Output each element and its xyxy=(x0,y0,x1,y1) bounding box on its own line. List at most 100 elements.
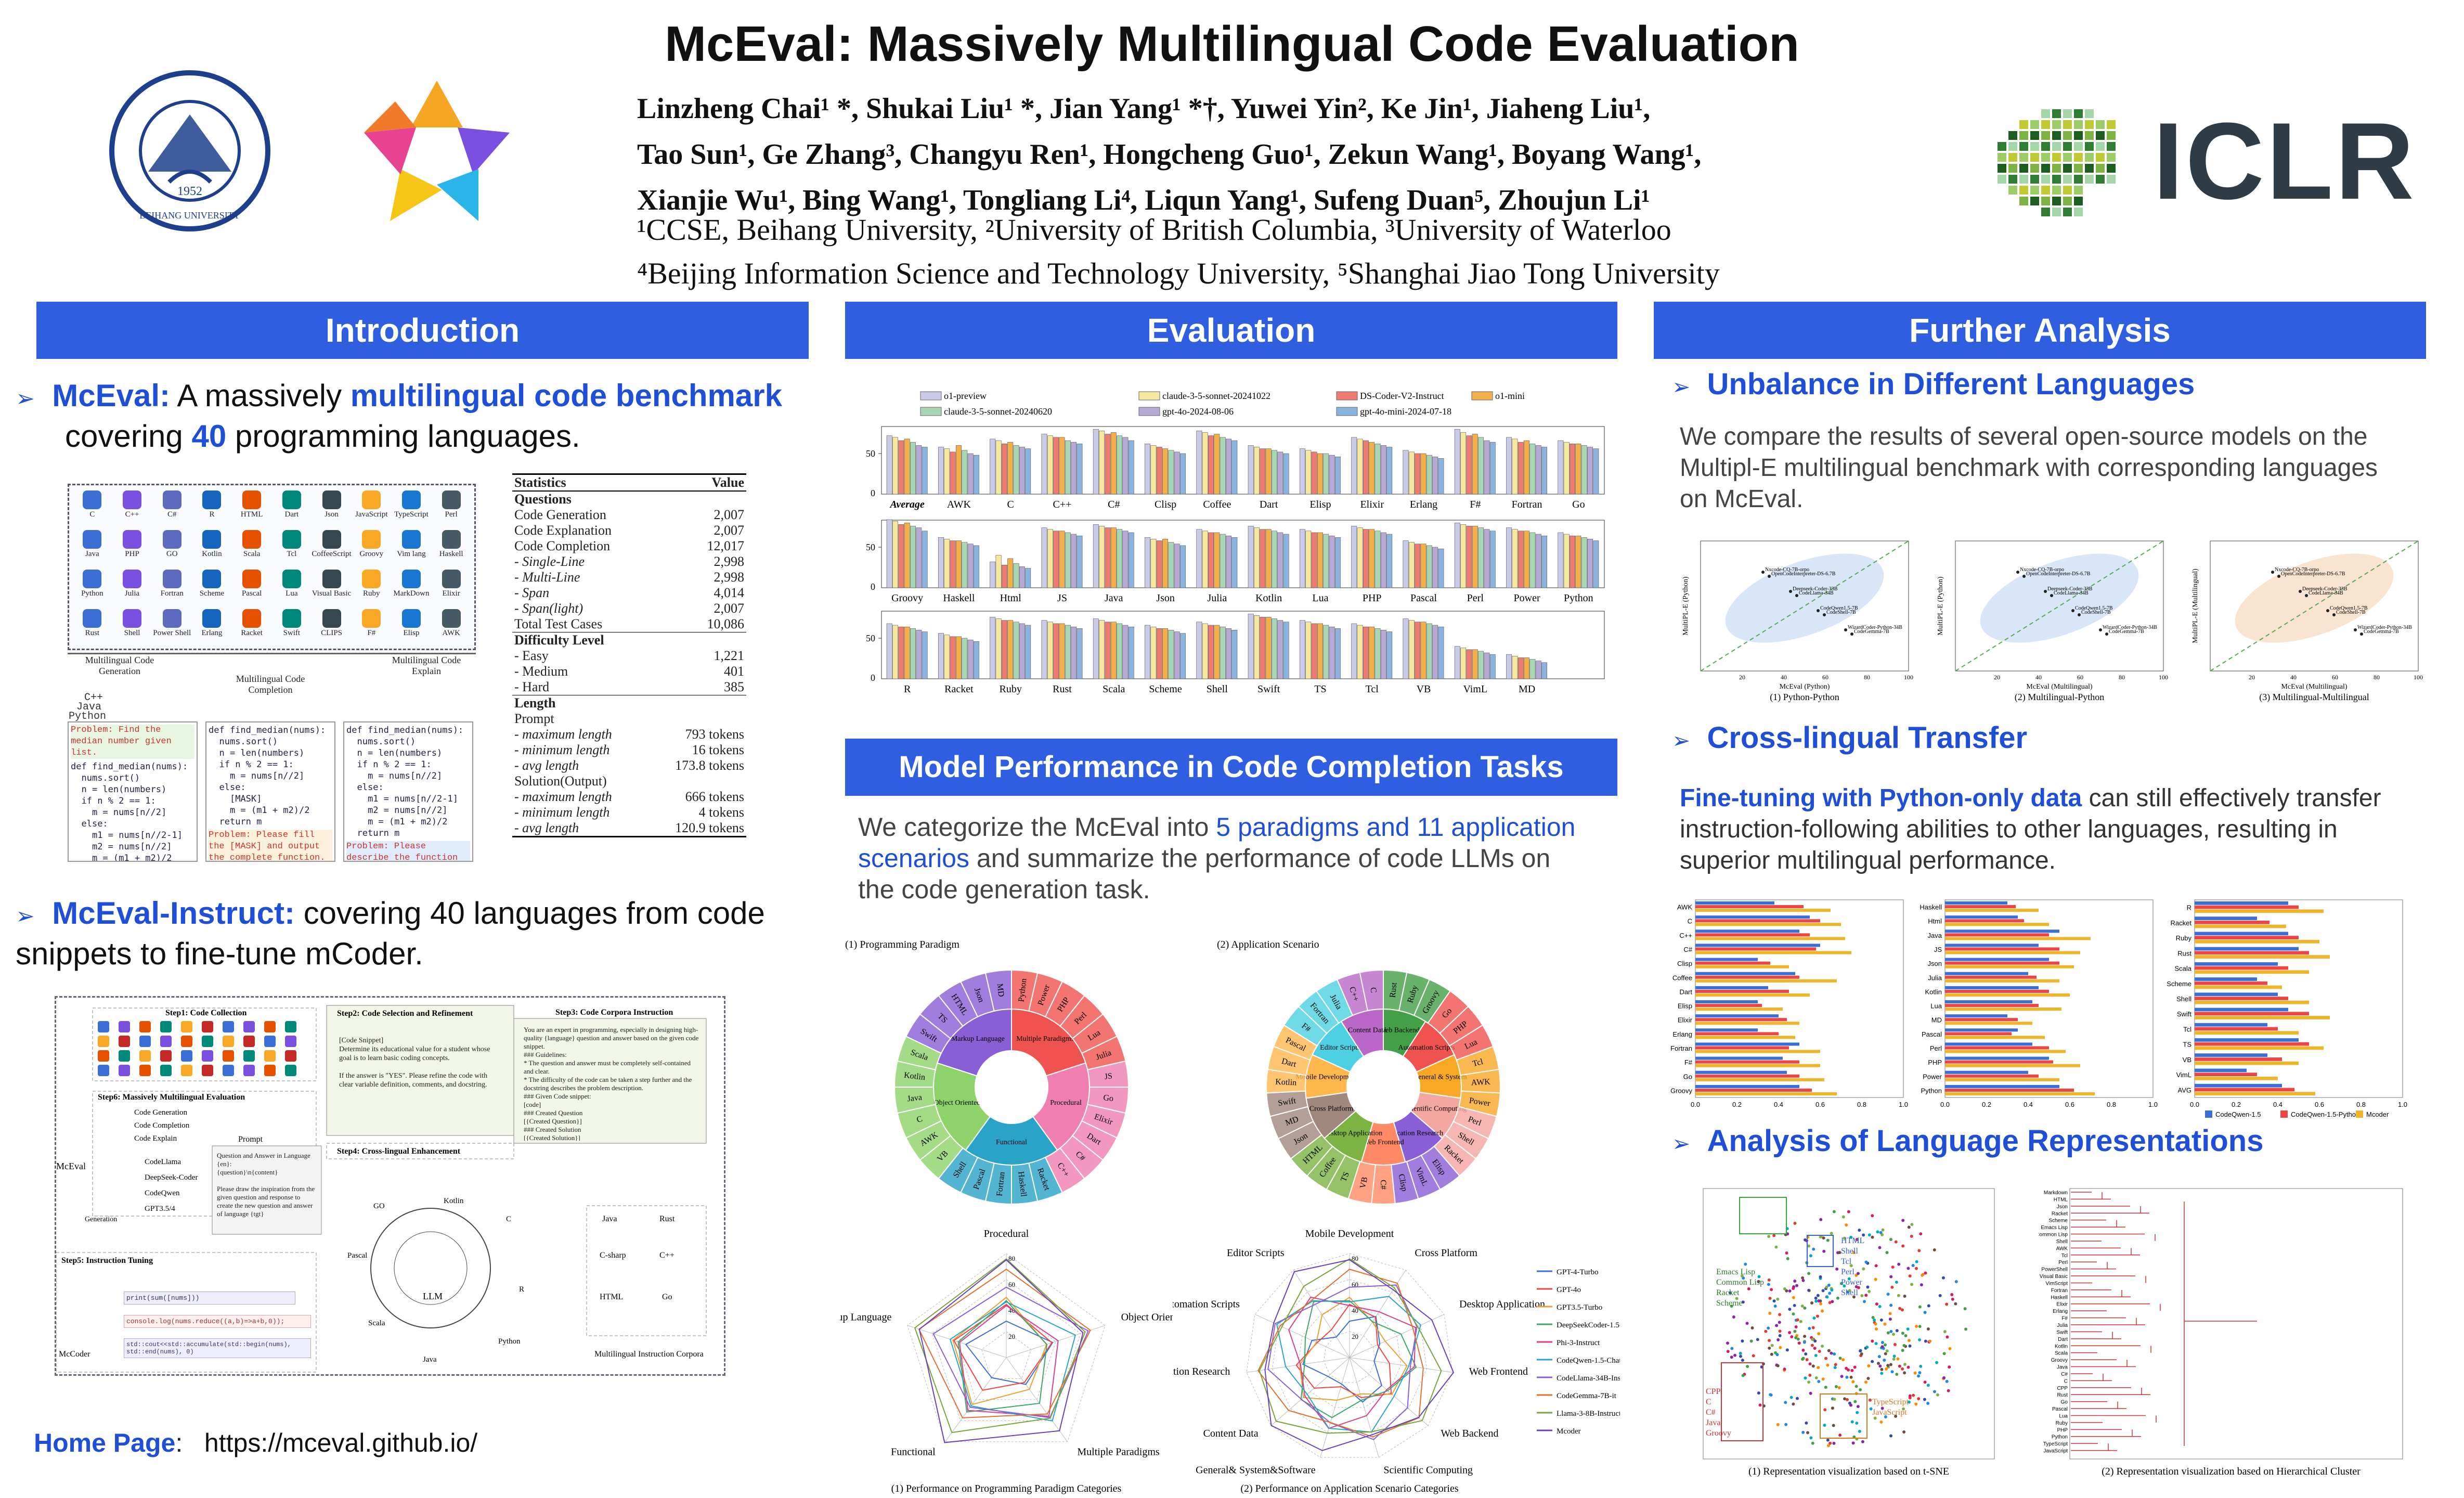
eval-bar xyxy=(1512,438,1518,495)
tsne-point xyxy=(1948,1347,1952,1350)
further-sub-cross: ➢ Cross-lingual Transfer xyxy=(1672,721,2028,755)
eval-bar xyxy=(1426,455,1432,495)
eval-bar xyxy=(922,631,928,679)
table-cell: 793 tokens xyxy=(685,727,744,742)
tsne-point xyxy=(1851,1441,1855,1445)
radar-axis xyxy=(945,1357,1007,1442)
language-name: Ruby xyxy=(362,589,380,598)
tsne-point xyxy=(1840,1375,1844,1378)
tree-leaf-label: JavaScript xyxy=(2043,1449,2068,1454)
legend-label: gpt-4o-mini-2024-07-18 xyxy=(1360,406,1451,417)
hbar-bar xyxy=(2195,924,2286,928)
code-generation-sample: Problem: Find the median number given li… xyxy=(68,721,198,862)
eval-bar xyxy=(1535,445,1541,495)
scatter-x-label: McEval (Multilingual) xyxy=(2026,683,2092,691)
legend-swatch xyxy=(920,407,942,416)
eval-bar xyxy=(1065,440,1071,495)
table-cell: Questions xyxy=(514,492,572,507)
tsne-point xyxy=(1915,1325,1918,1328)
language-logo-icon xyxy=(282,490,301,509)
hbar-legend-swatch xyxy=(2205,1110,2212,1118)
tsne-point xyxy=(1901,1367,1904,1371)
eval-bar xyxy=(1317,532,1323,588)
radar-series-line xyxy=(1295,1303,1392,1398)
tree-leaf-label: Lua xyxy=(2059,1413,2068,1419)
iclr-pixel xyxy=(2074,186,2083,195)
tsne-point xyxy=(1943,1330,1947,1334)
tsne-point xyxy=(1920,1283,1923,1287)
home-page-link[interactable]: https://mceval.github.io/ xyxy=(204,1428,478,1457)
tsne-point xyxy=(1831,1300,1834,1303)
eval-bar xyxy=(1099,620,1105,679)
hbar-bar xyxy=(2195,905,2299,909)
scatter-caption: (1) Python-Python xyxy=(1770,692,1839,703)
category-label: Groovy xyxy=(891,592,923,604)
language-logo-icon xyxy=(202,1050,213,1062)
scatter-cluster xyxy=(1725,553,1884,643)
eval-bar xyxy=(1357,438,1363,495)
eval-bar xyxy=(1110,622,1117,679)
eval-bar xyxy=(1558,440,1564,495)
language-name: Fortran xyxy=(160,589,184,598)
radar-series-line xyxy=(1257,1269,1424,1438)
hbar-x-tick: 0.0 xyxy=(1691,1101,1700,1108)
tsne-point xyxy=(1933,1390,1936,1393)
scatter-point-label: CodeLlama-34B xyxy=(1799,590,1834,596)
iclr-pixel xyxy=(2019,131,2028,140)
scatter-point xyxy=(1817,609,1820,612)
tsne-point xyxy=(1924,1271,1927,1275)
tsne-point xyxy=(1886,1293,1890,1296)
radar-axis-label: Cross Platform xyxy=(1415,1247,1477,1259)
hbar-category-label: Scala xyxy=(2174,965,2191,973)
tsne-point xyxy=(1808,1362,1812,1366)
scatter-point-label: OpenCodeInterpreter-DS-6.7B xyxy=(1771,571,1836,577)
iclr-pixel xyxy=(1998,142,2006,151)
eval-bar xyxy=(1047,622,1053,679)
tsne-point xyxy=(1919,1364,1923,1368)
sunburst-outer-slice xyxy=(1359,969,1384,1012)
tree-leaf-label: Swift xyxy=(2056,1329,2068,1335)
category-label: Java xyxy=(1105,592,1123,604)
tsne-point xyxy=(1935,1361,1939,1364)
eval-bar xyxy=(1059,437,1065,495)
radar-series-line xyxy=(1300,1300,1417,1418)
tsne-point xyxy=(1809,1436,1813,1440)
table-row: Difficulty Level xyxy=(512,632,746,649)
tsne-point xyxy=(1788,1289,1792,1293)
tsne-point xyxy=(1793,1279,1797,1283)
category-label: Lua xyxy=(1312,592,1328,604)
eval-bar xyxy=(1248,526,1254,588)
radar-legend-label: CodeQwen-1.5-Chat xyxy=(1557,1357,1620,1365)
tsne-point xyxy=(1796,1337,1800,1341)
tsne-point xyxy=(1803,1306,1807,1310)
eval-bar xyxy=(1305,450,1312,495)
language-logo-icon xyxy=(139,1065,151,1076)
tsne-point xyxy=(1876,1362,1880,1365)
hbar-category-label: VimL xyxy=(2176,1071,2191,1079)
sunburst-inner-label: Web Backend xyxy=(1379,1026,1420,1034)
eval-bar xyxy=(1053,531,1059,588)
sunburst-outer-label: AWK xyxy=(1471,1078,1490,1088)
category-label: Perl xyxy=(1467,592,1484,604)
tsne-point xyxy=(1874,1322,1877,1326)
tsne-point xyxy=(1879,1231,1883,1234)
radar-tick-label: 60 xyxy=(1008,1281,1015,1288)
hbar-category-label: Groovy xyxy=(1670,1087,1692,1094)
eval-bar xyxy=(1426,623,1432,679)
iclr-pixel xyxy=(2063,164,2072,173)
y-tick-label: 0 xyxy=(871,673,875,683)
language-cell: Tcl xyxy=(271,528,312,566)
eval-bar xyxy=(1369,442,1375,495)
tsne-point xyxy=(1822,1236,1825,1240)
legend-swatch xyxy=(1336,391,1358,401)
language-logo-icon xyxy=(401,570,421,588)
sunburst-inner-label: General & System xyxy=(1413,1073,1467,1081)
iclr-pixel xyxy=(2085,131,2094,140)
tree-leaf-label: Haskell xyxy=(2051,1295,2068,1300)
hbar-category-label: Elisp xyxy=(1678,1002,1692,1010)
sunburst-outer-label: Haskell xyxy=(1016,1171,1028,1197)
tree-leaf-label: C# xyxy=(2061,1372,2068,1377)
eval-bar xyxy=(1323,534,1329,588)
eval-bar xyxy=(1277,620,1283,679)
language-name: F# xyxy=(367,629,376,637)
